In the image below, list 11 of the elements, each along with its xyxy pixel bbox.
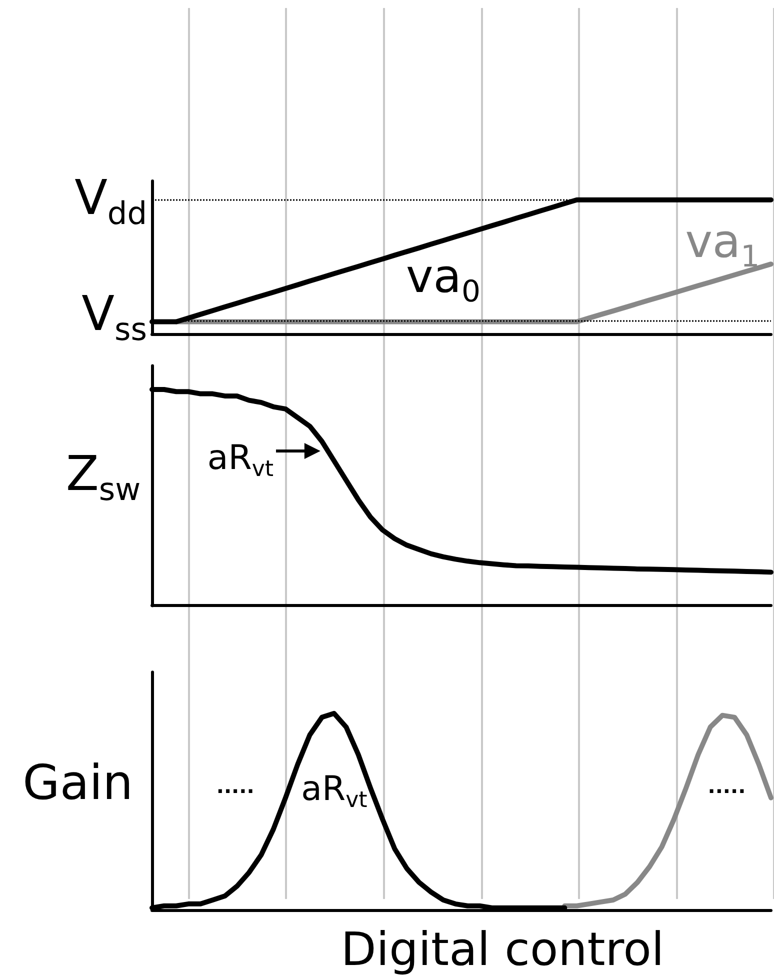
annotation: ..... (708, 774, 746, 798)
ref-line-label: V$_{ss}$ (82, 286, 147, 348)
annotation: aR$_{vt}$ (207, 438, 274, 482)
annotation: ..... (216, 774, 254, 798)
y-axis-title: Z$_{sw}$ (66, 446, 141, 508)
ref-line-label: V$_{dd}$ (74, 170, 147, 232)
x-axis-title: Digital control (340, 922, 664, 976)
series-label: va$_{1}$ (685, 214, 760, 274)
series-label: va$_{0}$ (406, 248, 481, 310)
annotation: aR$_{vt}$ (301, 768, 368, 813)
y-axis-title: Gain (22, 755, 133, 812)
